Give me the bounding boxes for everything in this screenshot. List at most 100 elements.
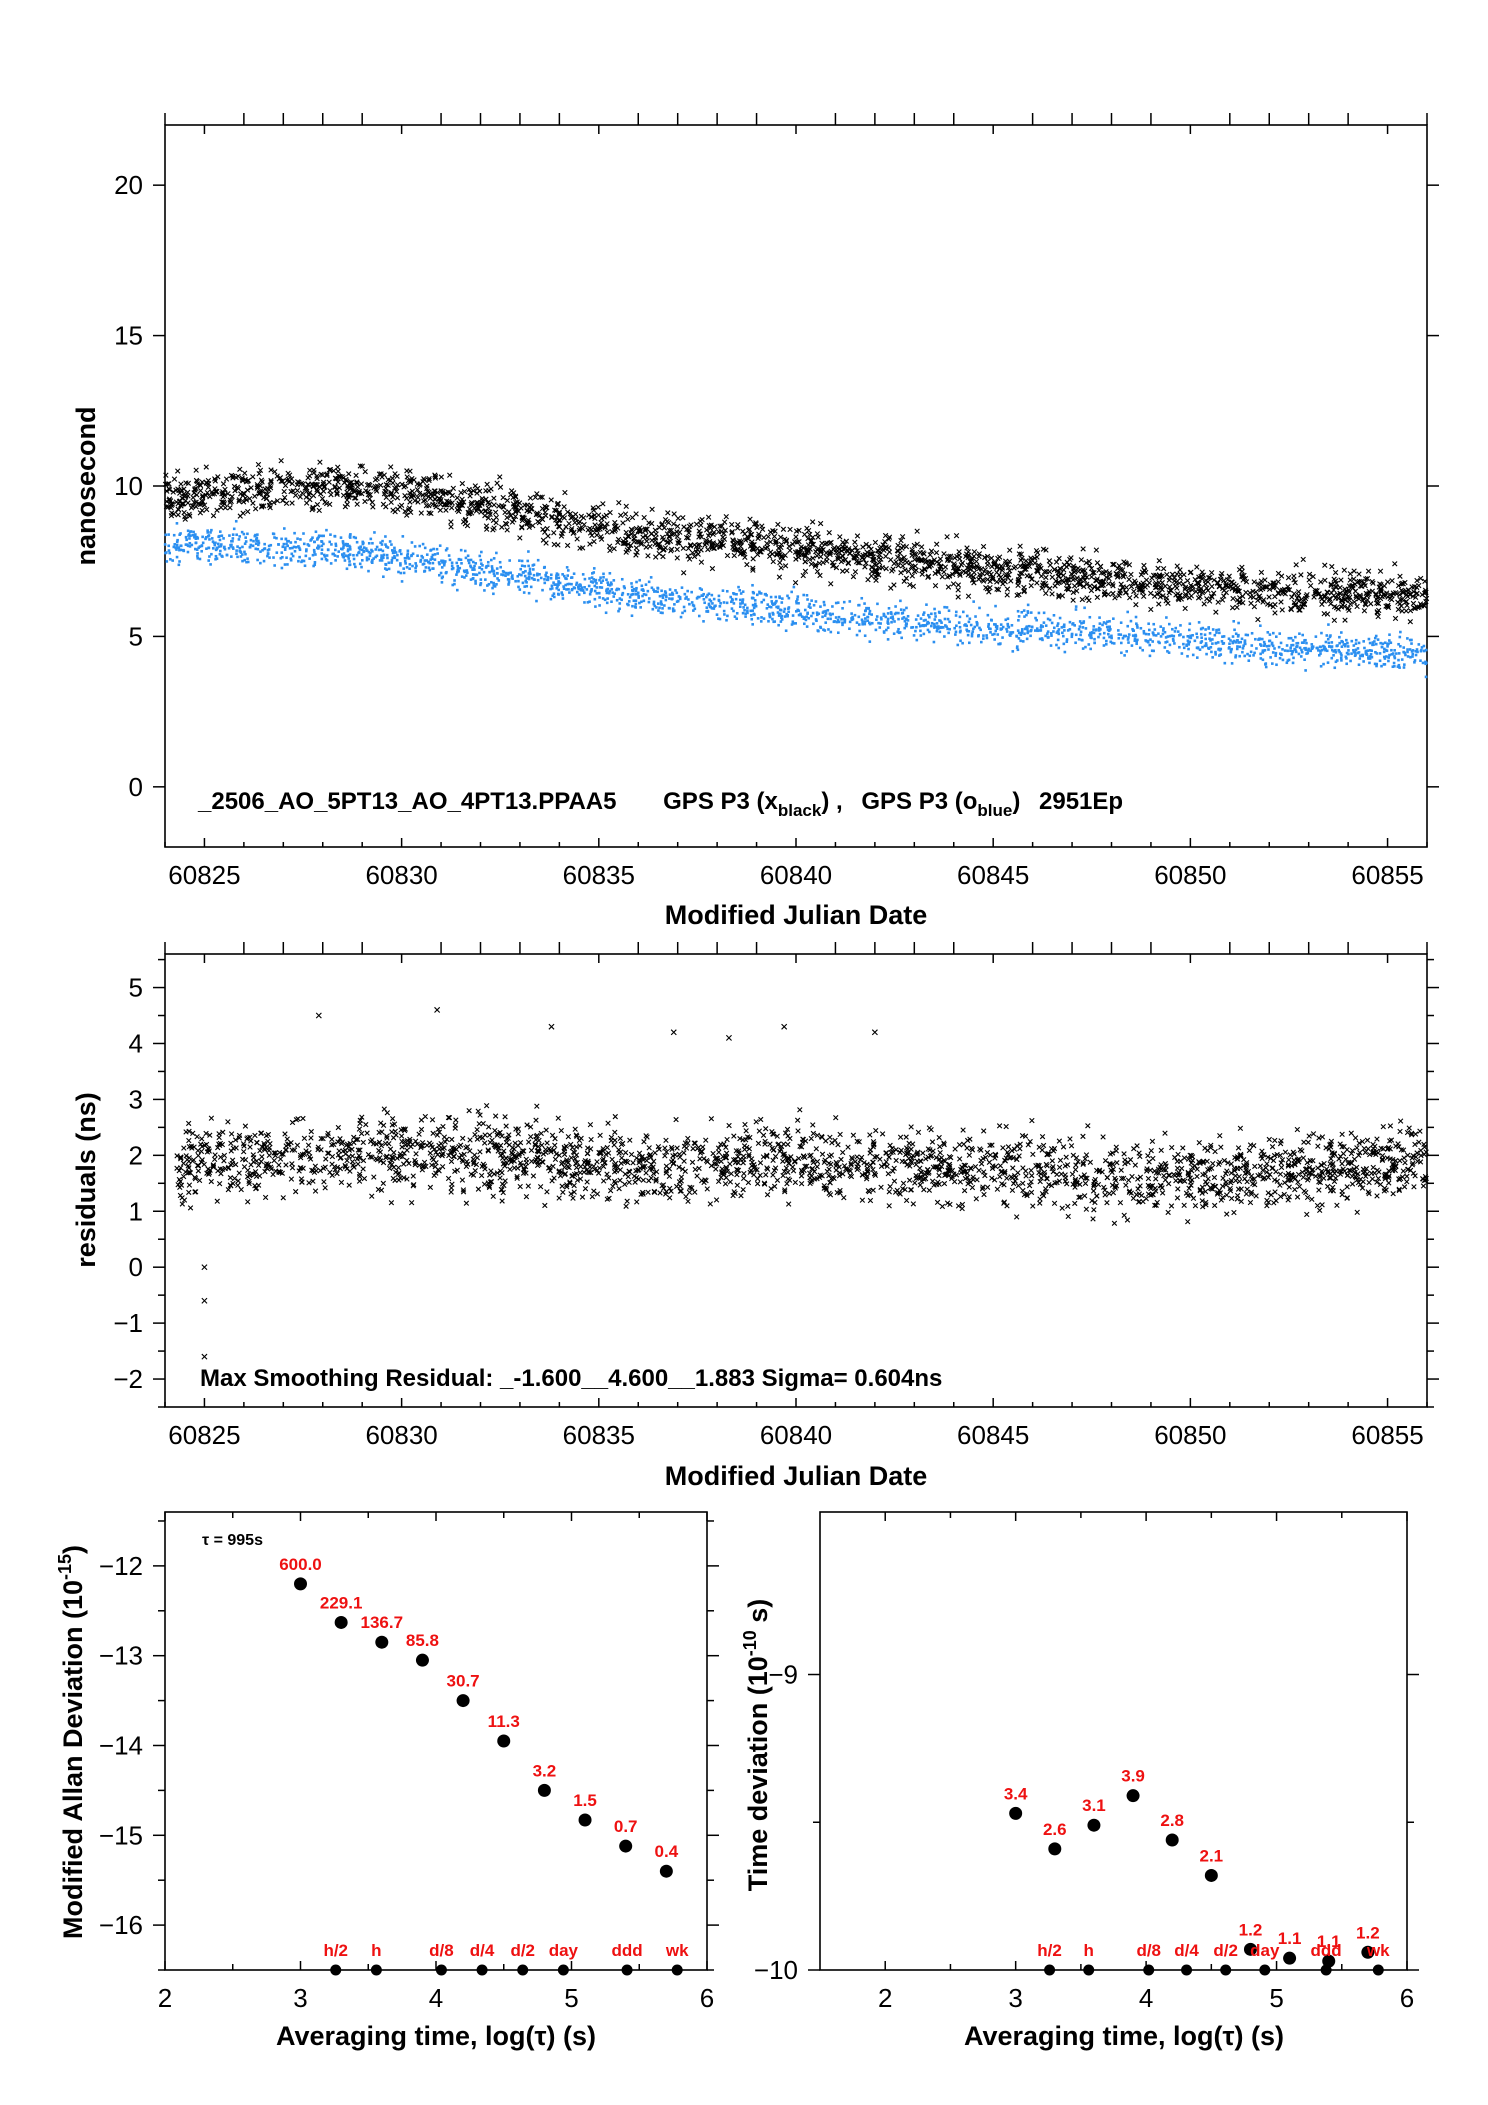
panel-timeseries-xlabel: Modified Julian Date xyxy=(665,900,928,930)
black-x-point xyxy=(1221,577,1227,584)
blue-point xyxy=(779,608,783,612)
blue-point xyxy=(1338,641,1341,645)
black-x-point xyxy=(344,497,350,503)
blue-point xyxy=(496,577,499,580)
blue-point xyxy=(1325,634,1329,637)
blue-point xyxy=(815,611,819,614)
blue-point xyxy=(1414,653,1418,657)
black-x-point xyxy=(620,540,626,547)
blue-point xyxy=(320,544,324,548)
black-x-point xyxy=(1338,597,1345,603)
black-x-point xyxy=(674,555,680,561)
blue-point xyxy=(374,548,378,551)
residual-x-point xyxy=(1009,1187,1016,1194)
blue-point xyxy=(1070,632,1074,636)
blue-point xyxy=(536,578,540,582)
black-x-point xyxy=(847,550,853,557)
blue-point xyxy=(386,556,389,560)
blue-point xyxy=(778,595,781,598)
blue-point xyxy=(1074,608,1078,611)
x-tick-label: 60840 xyxy=(760,860,832,890)
y-tick-label: 10 xyxy=(114,471,143,501)
black-x-point xyxy=(746,526,753,533)
black-x-point xyxy=(175,512,181,518)
black-x-point xyxy=(903,575,910,581)
blue-point xyxy=(1419,659,1422,662)
blue-point xyxy=(646,589,650,593)
blue-point xyxy=(524,579,528,583)
blue-point xyxy=(886,620,890,623)
black-x-point xyxy=(1403,608,1409,614)
black-x-point xyxy=(1144,582,1151,588)
blue-point xyxy=(185,538,188,542)
blue-point xyxy=(1404,653,1407,657)
blue-point xyxy=(525,577,528,580)
blue-point xyxy=(1178,645,1181,649)
blue-point xyxy=(860,596,864,600)
blue-point xyxy=(367,541,371,545)
black-x-point xyxy=(1248,600,1254,606)
blue-point xyxy=(168,551,172,555)
black-x-point xyxy=(1291,577,1297,583)
blue-point xyxy=(640,600,643,604)
blue-point xyxy=(1416,650,1419,654)
black-x-point xyxy=(1201,601,1207,607)
black-x-point xyxy=(1188,582,1194,589)
blue-point xyxy=(1049,644,1053,647)
residual-x-point xyxy=(212,1152,218,1158)
black-x-point xyxy=(327,488,333,494)
blue-point xyxy=(580,586,584,589)
blue-point xyxy=(518,559,521,562)
blue-point xyxy=(898,631,902,634)
blue-point xyxy=(1180,652,1184,655)
blue-point xyxy=(345,567,349,571)
blue-point xyxy=(744,615,747,618)
blue-point xyxy=(1038,637,1042,641)
blue-point xyxy=(1280,653,1283,657)
blue-point xyxy=(493,574,496,578)
blue-point xyxy=(715,613,719,616)
blue-point xyxy=(423,559,427,562)
black-x-point xyxy=(171,476,178,482)
residual-x-point xyxy=(929,1139,936,1145)
blue-point xyxy=(1397,642,1400,646)
blue-point xyxy=(688,602,691,606)
blue-point xyxy=(928,615,931,619)
blue-point xyxy=(963,624,966,627)
black-x-point xyxy=(693,549,700,555)
blue-point xyxy=(598,578,601,582)
blue-point xyxy=(944,624,947,627)
black-x-point xyxy=(1209,594,1215,600)
residual-x-point xyxy=(1257,1163,1264,1169)
blue-point xyxy=(987,622,990,626)
residual-x-point xyxy=(1412,1131,1419,1137)
blue-point xyxy=(331,552,335,556)
black-x-point xyxy=(1286,587,1293,593)
black-x-point xyxy=(1021,584,1027,591)
blue-point xyxy=(827,628,830,631)
blue-point xyxy=(1291,643,1295,647)
blue-point xyxy=(1238,654,1242,658)
black-x-point xyxy=(951,561,957,567)
blue-point xyxy=(733,615,737,618)
blue-point xyxy=(1186,639,1190,643)
blue-point xyxy=(771,611,775,615)
blue-point xyxy=(1199,641,1203,644)
blue-point xyxy=(1079,630,1083,634)
blue-point xyxy=(1131,627,1134,631)
blue-point xyxy=(490,558,493,562)
blue-point xyxy=(586,601,590,604)
blue-point xyxy=(850,612,853,615)
blue-point xyxy=(406,554,409,557)
black-x-point xyxy=(783,538,789,545)
blue-point xyxy=(1390,648,1393,652)
blue-point xyxy=(1182,642,1185,646)
blue-point xyxy=(917,622,921,625)
blue-point xyxy=(1275,663,1278,667)
blue-point xyxy=(1259,624,1262,628)
blue-point xyxy=(815,619,818,623)
blue-point xyxy=(1334,660,1338,664)
black-x-point xyxy=(427,495,433,501)
blue-point xyxy=(223,547,227,551)
blue-point xyxy=(557,576,561,580)
